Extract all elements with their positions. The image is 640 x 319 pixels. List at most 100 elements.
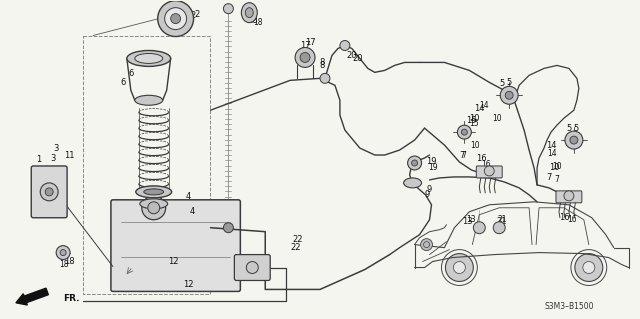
Text: 3: 3 <box>54 144 59 152</box>
Text: 11: 11 <box>64 151 74 160</box>
Text: 18: 18 <box>64 257 74 266</box>
Ellipse shape <box>144 189 164 195</box>
Text: 7: 7 <box>460 151 465 160</box>
Circle shape <box>474 222 485 234</box>
Circle shape <box>40 183 58 201</box>
Text: 3: 3 <box>51 153 56 162</box>
Text: 19: 19 <box>426 158 436 167</box>
Text: 14: 14 <box>474 104 484 113</box>
Text: 18: 18 <box>60 260 69 269</box>
Text: 17: 17 <box>305 38 316 47</box>
Circle shape <box>171 14 180 24</box>
Circle shape <box>458 125 471 139</box>
Text: FR.: FR. <box>63 294 79 303</box>
Text: 21: 21 <box>496 217 506 226</box>
Circle shape <box>246 262 259 273</box>
Text: 2: 2 <box>194 10 199 19</box>
Text: 5: 5 <box>500 79 505 88</box>
FancyBboxPatch shape <box>476 166 502 178</box>
Text: 20: 20 <box>347 51 357 60</box>
Circle shape <box>564 191 574 201</box>
Ellipse shape <box>135 54 163 63</box>
Circle shape <box>570 136 578 144</box>
Text: 6: 6 <box>128 69 134 78</box>
Text: 21: 21 <box>497 215 507 224</box>
Circle shape <box>505 91 513 99</box>
Circle shape <box>148 202 160 214</box>
Ellipse shape <box>245 8 253 18</box>
Circle shape <box>56 246 70 260</box>
Circle shape <box>340 41 350 50</box>
Text: S3M3–B1500: S3M3–B1500 <box>544 302 594 311</box>
Circle shape <box>445 254 474 281</box>
Text: 7: 7 <box>554 175 559 184</box>
Ellipse shape <box>404 178 422 188</box>
Circle shape <box>295 48 315 67</box>
Circle shape <box>142 196 166 220</box>
Text: 16: 16 <box>481 160 491 169</box>
Text: 13: 13 <box>462 217 473 226</box>
Circle shape <box>484 166 494 176</box>
Circle shape <box>300 52 310 63</box>
Circle shape <box>565 131 583 149</box>
Circle shape <box>408 156 422 170</box>
Circle shape <box>583 262 595 273</box>
FancyArrow shape <box>16 288 49 305</box>
FancyBboxPatch shape <box>234 255 270 280</box>
Text: 17: 17 <box>300 41 310 50</box>
Text: 10: 10 <box>470 141 480 150</box>
Text: 1: 1 <box>54 187 59 197</box>
Text: 10: 10 <box>492 114 502 123</box>
Ellipse shape <box>136 186 172 198</box>
Circle shape <box>461 129 467 135</box>
Text: 22: 22 <box>293 235 303 244</box>
Circle shape <box>493 222 505 234</box>
Text: 2: 2 <box>190 11 195 20</box>
Text: 18: 18 <box>247 16 258 25</box>
Ellipse shape <box>135 95 163 105</box>
Text: 22: 22 <box>291 243 301 252</box>
Circle shape <box>45 188 53 196</box>
Text: 14: 14 <box>546 141 556 150</box>
Ellipse shape <box>241 3 257 23</box>
Text: 10: 10 <box>548 163 559 173</box>
Text: 18: 18 <box>253 18 263 27</box>
Text: 10: 10 <box>552 162 562 172</box>
Text: 20: 20 <box>353 54 363 63</box>
Text: 8: 8 <box>319 58 324 67</box>
Text: 14: 14 <box>547 149 557 158</box>
Text: 1: 1 <box>36 155 41 165</box>
FancyBboxPatch shape <box>556 191 582 203</box>
Text: 10: 10 <box>469 114 479 123</box>
Circle shape <box>164 8 187 30</box>
Circle shape <box>420 239 433 251</box>
FancyBboxPatch shape <box>31 166 67 218</box>
Text: 16: 16 <box>476 153 486 162</box>
Text: 5: 5 <box>566 124 572 133</box>
Text: 13: 13 <box>467 215 476 224</box>
Circle shape <box>453 262 465 273</box>
Text: 15: 15 <box>466 116 477 125</box>
Text: 7: 7 <box>461 151 466 160</box>
Text: 15: 15 <box>470 119 479 128</box>
Text: 14: 14 <box>479 101 489 110</box>
Text: 8: 8 <box>319 61 324 70</box>
Text: 5: 5 <box>573 124 579 133</box>
Circle shape <box>575 254 603 281</box>
Circle shape <box>60 249 66 256</box>
Text: 16: 16 <box>559 213 569 222</box>
Text: 7: 7 <box>547 174 552 182</box>
Text: 12: 12 <box>168 257 179 266</box>
Circle shape <box>320 73 330 83</box>
Text: 4: 4 <box>186 192 191 201</box>
Circle shape <box>223 4 234 14</box>
Circle shape <box>223 223 234 233</box>
Text: 9: 9 <box>427 185 432 194</box>
Text: 12: 12 <box>183 280 194 289</box>
Text: 5: 5 <box>506 78 512 87</box>
Text: 19: 19 <box>429 163 438 173</box>
Circle shape <box>412 160 417 166</box>
Ellipse shape <box>140 199 168 209</box>
Circle shape <box>157 1 193 37</box>
Circle shape <box>500 86 518 104</box>
